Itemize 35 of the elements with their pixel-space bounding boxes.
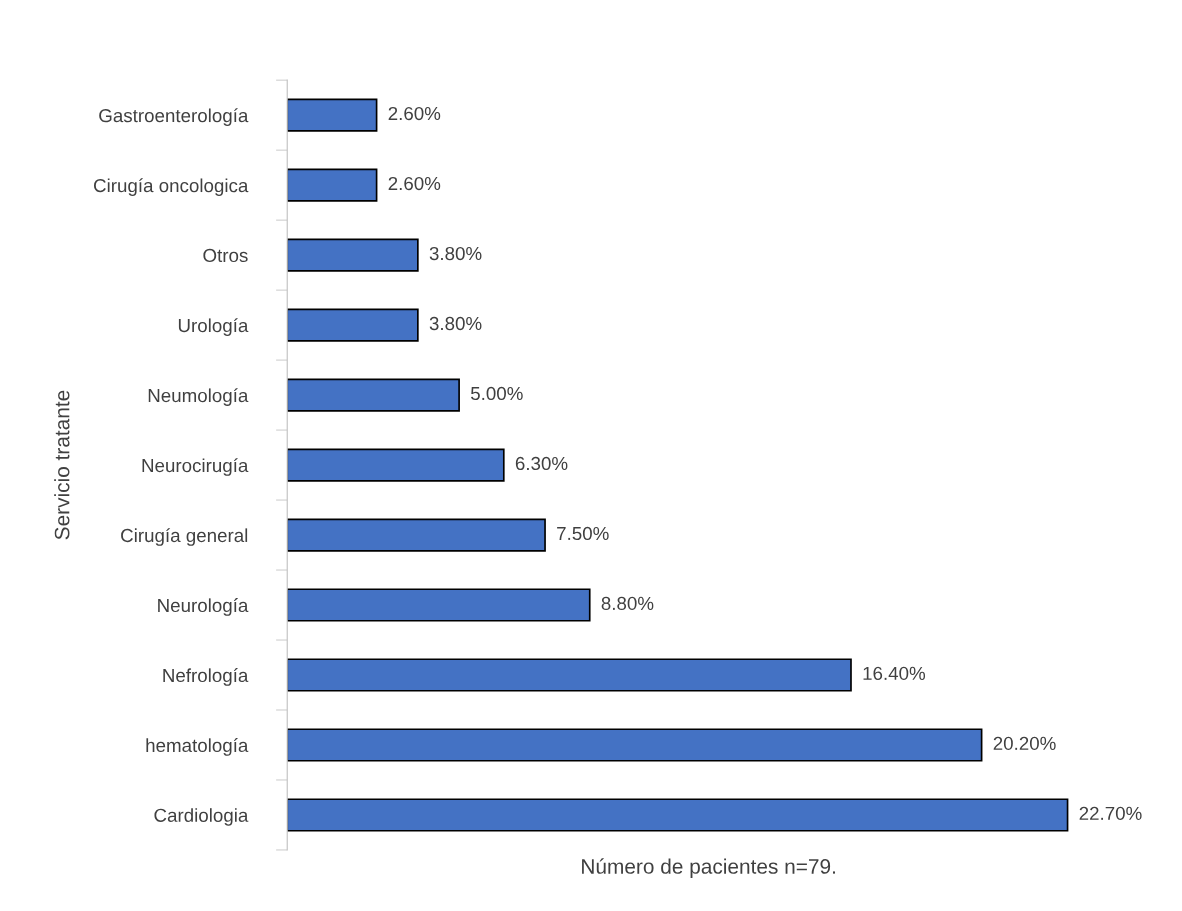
y-tick-label: Neurología — [158, 598, 249, 616]
bar — [287, 798, 1069, 832]
bar — [287, 658, 852, 692]
data-label: 6.30% — [515, 456, 568, 471]
y-tick-label: Neurocirugía — [142, 458, 249, 476]
bar — [287, 378, 460, 412]
bar — [287, 98, 378, 132]
data-label: 7.50% — [557, 526, 609, 541]
bar — [287, 728, 983, 762]
y-tick-label: Neumología — [148, 388, 249, 406]
y-tick-label: hematología — [146, 738, 249, 756]
bar — [287, 588, 591, 622]
data-label: 8.80% — [601, 596, 654, 611]
data-label: 2.60% — [388, 176, 441, 191]
bar — [287, 308, 419, 342]
y-tick-label: Cardiologia — [154, 808, 249, 826]
bar — [287, 238, 419, 272]
data-label: 3.80% — [429, 316, 482, 331]
x-axis-title: Número de pacientes n=79. — [582, 858, 835, 878]
y-tick-label: Urología — [178, 318, 249, 336]
y-tick-label: Cirugía general — [121, 528, 248, 546]
data-label: 16.40% — [863, 666, 926, 681]
y-axis-title: Servicio tratante — [54, 390, 70, 540]
bar — [287, 518, 546, 552]
y-tick-label: Nefrología — [163, 668, 249, 686]
bar — [287, 448, 505, 482]
data-label: 5.00% — [470, 386, 523, 401]
data-label: 22.70% — [1079, 806, 1142, 821]
data-label: 2.60% — [388, 106, 441, 121]
data-label: 20.20% — [993, 736, 1056, 751]
bar — [287, 168, 378, 202]
y-tick-label: Gastroenterología — [99, 108, 249, 126]
y-tick-label: Cirugía oncologica — [94, 178, 249, 196]
data-label: 3.80% — [429, 246, 482, 261]
y-tick-label: Otros — [203, 248, 248, 263]
